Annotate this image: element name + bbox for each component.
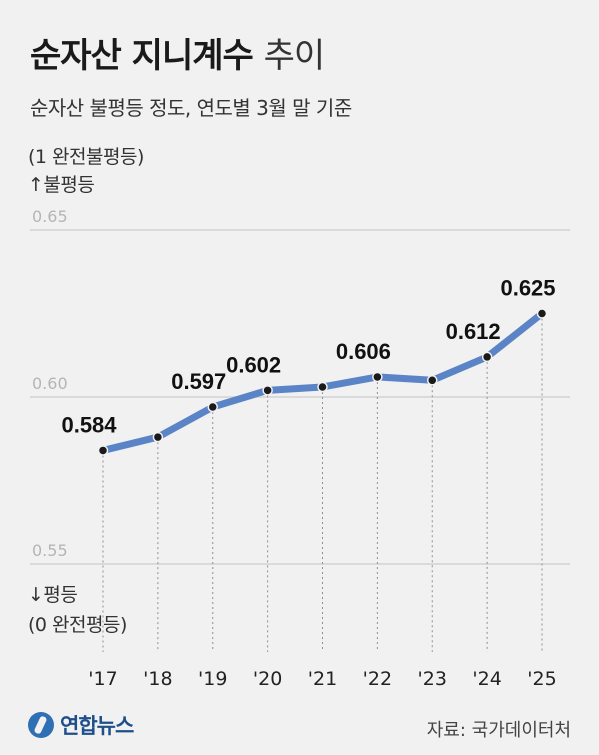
x-tick-label: '18 [143, 668, 172, 690]
y-tick-label: 0.65 [32, 207, 68, 226]
data-point [97, 445, 109, 456]
x-tick-label: '24 [472, 668, 501, 690]
bottom-direction-note: ↓평등 [28, 584, 78, 606]
chart-subtitle: 순자산 불평등 정도, 연도별 3월 말 기준 [30, 96, 352, 120]
data-point [262, 385, 273, 396]
logo-text: 연합뉴스 [60, 714, 134, 738]
data-label: 0.602 [226, 352, 281, 377]
data-point [207, 401, 218, 413]
data-label: 0.612 [446, 319, 501, 344]
data-label: 0.584 [61, 412, 117, 437]
y-tick-label: 0.60 [32, 374, 68, 393]
data-point [481, 351, 493, 363]
data-point [427, 375, 438, 386]
data-label: 0.625 [500, 276, 555, 301]
data-point [536, 308, 548, 319]
data-point [372, 371, 383, 383]
y-tick-label: 0.55 [32, 541, 68, 560]
title-light: 추이 [263, 36, 326, 76]
x-tick-label: '20 [253, 668, 282, 690]
x-tick-label: '17 [88, 668, 117, 690]
x-tick-label: '19 [198, 668, 227, 690]
chart-title: 순자산 지니계수 추이 [30, 28, 326, 77]
data-point [317, 381, 328, 393]
x-tick-label: '21 [308, 668, 337, 690]
x-tick-label: '22 [363, 668, 392, 690]
publisher-logo: 연합뉴스 [28, 710, 134, 740]
top-scale-note: (1 완전불평등) [28, 146, 144, 168]
data-label: 0.597 [171, 369, 226, 394]
x-tick-label: '23 [418, 668, 447, 690]
x-tick-label: '25 [527, 668, 556, 690]
data-label: 0.606 [336, 339, 391, 364]
data-point [152, 431, 164, 443]
top-direction-note: ↑불평등 [28, 174, 95, 196]
title-bold: 순자산 지니계수 [30, 36, 254, 76]
source-note: 자료: 국가데이터처 [426, 720, 571, 741]
logo-mark-icon [28, 712, 54, 738]
